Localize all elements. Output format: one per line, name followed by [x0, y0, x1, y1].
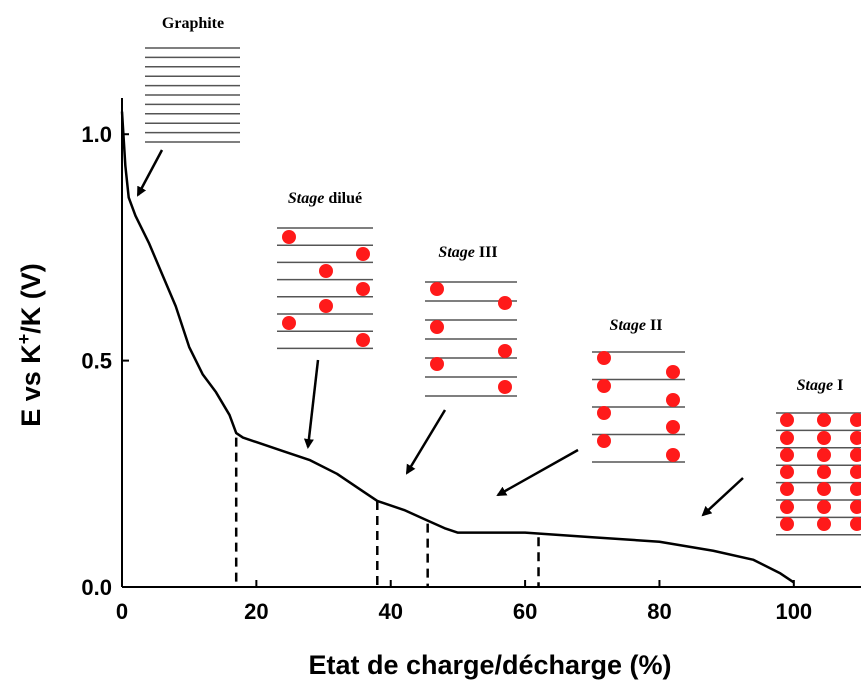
annotation: Stage III [438, 244, 497, 261]
potassium-dot [597, 351, 611, 365]
annotation-italic: Stage [288, 190, 324, 207]
annotation-text: II [650, 317, 662, 334]
potassium-dot [817, 413, 831, 427]
potassium-dot [666, 420, 680, 434]
potassium-dot [780, 517, 794, 531]
x-tick-label: 60 [513, 599, 537, 624]
arrow [303, 359, 320, 449]
potassium-dot [319, 299, 333, 313]
annotation-text: dilué [328, 190, 362, 207]
annotation-italic: Stage [438, 244, 474, 261]
potassium-dot [850, 431, 861, 445]
potassium-dot [780, 500, 794, 514]
annotation: Stage dilué [288, 190, 362, 207]
potassium-dot [498, 344, 512, 358]
potassium-dot [817, 448, 831, 462]
annotation-italic: Stage [797, 377, 833, 394]
potassium-dot [817, 465, 831, 479]
potassium-dot [430, 282, 444, 296]
potassium-dot [666, 393, 680, 407]
y-axis-title-part: E vs K [16, 344, 46, 427]
potassium-dot [780, 482, 794, 496]
x-tick-label: 40 [378, 599, 402, 624]
potassium-dot [430, 357, 444, 371]
x-axis-title: Etat de charge/décharge (%) [308, 650, 671, 680]
potassium-dot [817, 431, 831, 445]
annotation: Graphite [162, 15, 224, 32]
curve [120, 111, 795, 584]
potassium-dot [850, 482, 861, 496]
annotation-text: I [837, 377, 843, 394]
potassium-dot [356, 282, 370, 296]
potassium-dot [666, 448, 680, 462]
potassium-dot [850, 413, 861, 427]
potassium-dot [850, 517, 861, 531]
potassium-dot [498, 296, 512, 310]
x-tick-label: 20 [244, 599, 268, 624]
annotation: Stage I [797, 377, 844, 394]
annotation-text: Graphite [162, 15, 224, 32]
annotation-italic: Stage [610, 317, 646, 334]
annotation-text: III [479, 244, 498, 261]
x-tick-label: 0 [116, 599, 128, 624]
x-tick-label: 100 [775, 599, 812, 624]
potassium-dot [850, 465, 861, 479]
potassium-dot [817, 482, 831, 496]
x-tick-label: 80 [647, 599, 671, 624]
potassium-dot [597, 379, 611, 393]
y-tick-label: 1.0 [81, 122, 112, 147]
potassium-dot [319, 264, 333, 278]
potassium-dot [850, 448, 861, 462]
potassium-dot [356, 333, 370, 347]
potassium-dot [666, 365, 680, 379]
potassium-dot [282, 316, 296, 330]
potassium-dot [498, 380, 512, 394]
arrow [496, 448, 579, 497]
y-tick-label: 0.0 [81, 575, 112, 600]
potassium-dot [282, 230, 296, 244]
potassium-dot [850, 500, 861, 514]
y-axis-title-sup: + [14, 334, 34, 345]
potassium-dot [817, 500, 831, 514]
y-axis-title-part: /K (V) [16, 263, 46, 334]
arrow [136, 149, 164, 197]
potassium-dot [780, 431, 794, 445]
potassium-dot [597, 406, 611, 420]
potassium-dot [356, 247, 370, 261]
potassium-dot [780, 413, 794, 427]
arrow [701, 477, 744, 517]
potassium-dot [780, 448, 794, 462]
potassium-dot [780, 465, 794, 479]
annotation: Stage II [610, 317, 663, 334]
y-tick-label: 0.5 [81, 349, 112, 374]
potassium-dot [430, 320, 444, 334]
arrow [405, 409, 447, 475]
potassium-dot [817, 517, 831, 531]
y-axis-title: E vs K+/K (V) [14, 263, 46, 427]
potassium-dot [597, 434, 611, 448]
